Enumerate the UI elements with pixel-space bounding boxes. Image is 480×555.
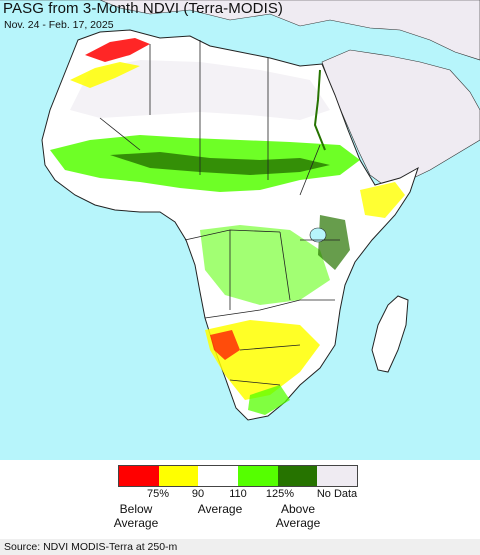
country-borders bbox=[99, 40, 340, 386]
legend-tick-no-data: No Data bbox=[316, 488, 358, 500]
africa-landmass bbox=[41, 29, 419, 421]
legend-swatch-yellow bbox=[158, 466, 199, 486]
nile-river bbox=[313, 69, 326, 151]
source-footer: Source: NDVI MODIS-Terra at 250-m bbox=[0, 539, 480, 555]
map-area bbox=[0, 0, 480, 460]
arabia-landmass bbox=[321, 49, 480, 187]
legend-swatch-dark-green bbox=[277, 466, 318, 486]
madagascar bbox=[371, 295, 409, 373]
maghreb-yellow bbox=[70, 62, 140, 88]
legend-swatch-no-data bbox=[317, 466, 358, 486]
above-line-1: Above bbox=[280, 502, 316, 516]
legend-bar bbox=[118, 465, 358, 487]
maghreb-red bbox=[85, 38, 150, 62]
date-range: Nov. 24 - Feb. 17, 2025 bbox=[4, 19, 114, 31]
sahel-dark-green bbox=[110, 152, 330, 175]
east-africa-green bbox=[318, 215, 350, 270]
central-green bbox=[200, 225, 330, 305]
southern-green bbox=[248, 385, 290, 415]
legend-category-below: Below Average bbox=[114, 502, 158, 530]
europe-landmass bbox=[0, 0, 480, 61]
lake-victoria bbox=[309, 227, 327, 243]
above-line-2: Average bbox=[275, 516, 321, 530]
legend-swatch-red bbox=[119, 466, 159, 486]
legend-swatch-light-green bbox=[238, 466, 278, 486]
below-line-1: Below bbox=[119, 502, 153, 516]
below-line-2: Average bbox=[113, 516, 159, 530]
horn-yellow bbox=[360, 182, 405, 218]
map-title: PASG from 3-Month NDVI (Terra-MODIS) bbox=[3, 0, 284, 17]
legend-tick-75: 75% bbox=[146, 488, 170, 500]
legend-category-above: Above Average bbox=[276, 502, 320, 530]
southern-red bbox=[210, 330, 240, 360]
legend-tick-125: 125% bbox=[265, 488, 295, 500]
africa-map bbox=[0, 0, 480, 460]
legend-swatch-white bbox=[198, 466, 239, 486]
legend-tick-90: 90 bbox=[191, 488, 205, 500]
legend-category-average: Average bbox=[197, 502, 243, 516]
legend-tick-110: 110 bbox=[229, 488, 247, 500]
